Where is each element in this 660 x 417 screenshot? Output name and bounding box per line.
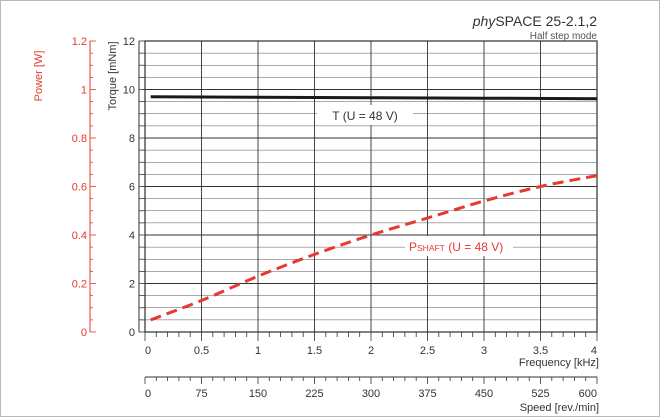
chart-series <box>150 95 598 322</box>
power-curve <box>150 174 598 322</box>
frequency-tick-label: 2 <box>368 345 374 357</box>
power-axis-label: Power [W] <box>33 51 45 102</box>
frequency-tick-label: 0.5 <box>194 345 209 357</box>
torque-curve <box>150 95 598 101</box>
torque-tick-label: 10 <box>123 85 135 97</box>
frequency-tick-label: 0 <box>145 345 151 357</box>
power-series-label-sub: SHAFT <box>417 243 445 253</box>
chart-axes: 0 0.2 0.4 0.6 0.8 1 1.2 0 2 4 6 8 10 12 0 0.5 1 1.5 2 2.5 3 3… <box>72 36 598 400</box>
power-tick-label: 1 <box>81 85 87 97</box>
power-tick-label: 0.6 <box>72 182 87 194</box>
power-tick-label: 0.8 <box>72 133 87 145</box>
speed-tick-label: 450 <box>475 388 493 400</box>
chart-title: phySPACE 25-2.1,2 <box>472 13 597 29</box>
chart-title-italic: phy <box>472 13 497 29</box>
speed-tick-label: 525 <box>531 388 549 400</box>
torque-tick-label: 2 <box>129 279 135 291</box>
power-series-label-main: P <box>409 240 417 254</box>
frequency-tick-label: 1.5 <box>307 345 322 357</box>
speed-tick-label: 375 <box>418 388 436 400</box>
frequency-tick-label: 3.5 <box>533 345 548 357</box>
torque-series-label-text: T (U = 48 V) <box>332 109 397 123</box>
frequency-tick-label: 4 <box>591 345 597 357</box>
power-series-label-rest: (U = 48 V) <box>445 240 503 254</box>
speed-tick-label: 150 <box>249 388 267 400</box>
plot-grid <box>144 40 598 333</box>
torque-tick-label: 8 <box>129 133 135 145</box>
power-series-label: PSHAFT (U = 48 V) <box>405 236 513 256</box>
speed-tick-label: 300 <box>362 388 380 400</box>
torque-axis-label: Torque [mNm] <box>107 41 119 110</box>
torque-tick-label: 12 <box>123 36 135 48</box>
power-tick-label: 0.4 <box>72 230 87 242</box>
power-tick-label: 0.2 <box>72 279 87 291</box>
power-tick-label: 0 <box>81 327 87 339</box>
speed-axis-label: Speed [rev./min] <box>520 402 599 414</box>
speed-tick-label: 0 <box>145 388 151 400</box>
speed-tick-label: 75 <box>195 388 207 400</box>
torque-tick-label: 6 <box>129 182 135 194</box>
frequency-tick-label: 2.5 <box>420 345 435 357</box>
speed-tick-label: 225 <box>305 388 323 400</box>
power-series-label-text: PSHAFT (U = 48 V) <box>409 240 503 254</box>
power-tick-label: 1.2 <box>72 36 87 48</box>
frequency-tick-label: 1 <box>255 345 261 357</box>
torque-series-label: T (U = 48 V) <box>317 105 413 125</box>
chart-title-main: SPACE 25-2.1,2 <box>495 13 597 29</box>
torque-tick-label: 0 <box>129 327 135 339</box>
speed-tick-label: 600 <box>579 388 597 400</box>
torque-tick-label: 4 <box>129 230 135 242</box>
frequency-tick-label: 3 <box>481 345 487 357</box>
frequency-axis-label: Frequency [kHz] <box>519 357 599 369</box>
chart-subtitle: Half step mode <box>530 31 598 42</box>
